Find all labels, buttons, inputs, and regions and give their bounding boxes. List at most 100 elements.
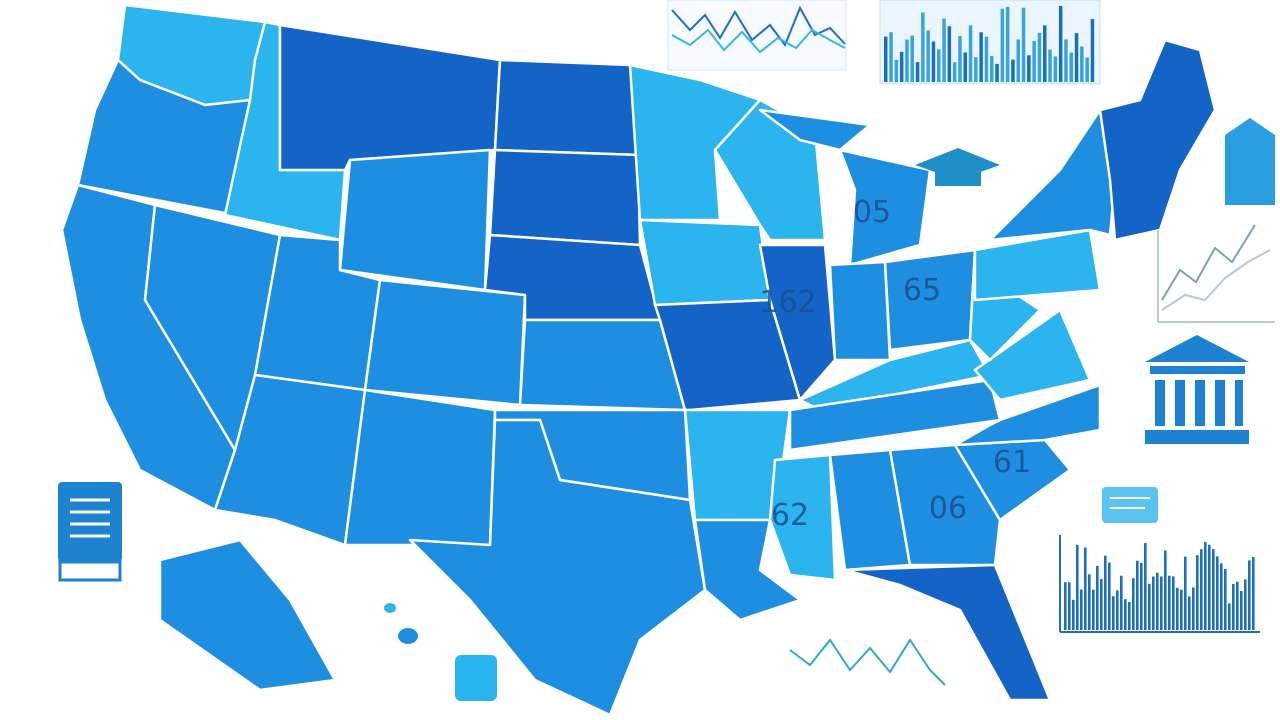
icon-bar <box>1208 544 1211 630</box>
state <box>758 243 837 402</box>
icon-bar <box>1016 39 1020 82</box>
icon-bar <box>942 18 946 83</box>
icon-bar <box>1144 542 1147 630</box>
state <box>843 563 1052 702</box>
icon-bar <box>1192 587 1195 630</box>
state <box>953 383 1102 447</box>
icon-bar <box>1064 582 1067 630</box>
chat-icon <box>1102 487 1158 523</box>
icon-bar <box>1120 575 1123 630</box>
state <box>768 453 837 582</box>
state <box>493 58 640 157</box>
icon-bar <box>1090 19 1095 82</box>
icon-bar <box>894 59 899 82</box>
icon-bar <box>1037 32 1042 82</box>
icon-bar <box>1240 591 1243 630</box>
icon-bar <box>1080 589 1083 630</box>
state <box>343 388 497 547</box>
state <box>973 308 1092 402</box>
icon-bar <box>1064 39 1068 82</box>
icon-bar <box>1053 56 1058 82</box>
icon-bar <box>974 57 978 82</box>
icon-bar <box>979 32 983 82</box>
state-label: 05 <box>853 195 891 230</box>
icon-bar <box>1156 572 1159 630</box>
icon-bar <box>1048 49 1052 82</box>
icon-bar <box>1200 549 1203 630</box>
icon-bar <box>1085 57 1089 82</box>
icon-bar <box>937 49 941 82</box>
icon-bar <box>1074 33 1079 82</box>
icon-bar <box>1148 583 1151 630</box>
icon-bar <box>1228 603 1231 630</box>
bank-icon <box>1145 335 1249 444</box>
state <box>1098 38 1217 242</box>
icon-bar <box>910 35 914 82</box>
icon-bar <box>1224 568 1227 630</box>
icon-bar <box>1160 576 1163 630</box>
icon-bar <box>968 25 973 82</box>
state-label: 61 <box>993 445 1031 480</box>
icon-bar <box>1248 560 1251 630</box>
icon-bar <box>984 36 989 82</box>
icon-bar <box>1084 547 1087 630</box>
state-label: 65 <box>903 273 941 308</box>
icon-bar <box>1128 601 1131 630</box>
icon-bar <box>1032 41 1036 82</box>
icon-bar <box>1152 576 1155 630</box>
state <box>488 148 642 247</box>
us-map <box>60 3 1217 717</box>
bar-chart-icon <box>1059 535 1260 633</box>
icon-bar <box>921 12 925 83</box>
icon-bar <box>926 30 930 82</box>
state-label: 162 <box>759 285 816 320</box>
icon-bar <box>1136 560 1139 630</box>
state-label: 06 <box>929 491 967 526</box>
icon-bar <box>1068 582 1071 630</box>
icon-bar <box>1088 574 1091 630</box>
icon-bar <box>1188 596 1191 630</box>
state <box>158 538 337 692</box>
icon-bar <box>905 39 909 82</box>
icon-bar <box>1140 562 1143 630</box>
icon-bar <box>1164 550 1167 630</box>
icon-bar <box>1204 542 1207 630</box>
icon-bar <box>884 36 888 82</box>
icon-bar <box>1092 589 1095 630</box>
icon-bar <box>1072 599 1075 630</box>
small-icon <box>455 655 497 701</box>
icon-bar <box>1124 599 1127 630</box>
icon-bar <box>1027 55 1031 82</box>
icon-bar <box>889 32 893 82</box>
state <box>638 218 772 307</box>
icon-bar <box>1180 589 1183 630</box>
graduation-cap-icon <box>915 148 1000 186</box>
state <box>828 260 892 362</box>
icon-bar <box>1005 6 1010 82</box>
line-chart-icon <box>667 0 847 71</box>
icon-bar <box>1116 590 1119 630</box>
trend-chart-icon <box>1157 224 1275 323</box>
icon-bar <box>931 41 936 82</box>
icon-bar <box>1132 578 1135 630</box>
icon-bar <box>1096 565 1099 630</box>
icon-bar <box>1172 576 1175 630</box>
icon-bar <box>1076 544 1079 630</box>
icon-bar <box>1212 549 1215 630</box>
island <box>384 603 396 613</box>
icon-bar <box>1108 562 1111 630</box>
icon-bar <box>1168 575 1171 630</box>
icon-bar <box>952 62 957 82</box>
icon-bar <box>1000 8 1005 83</box>
icon-bar <box>995 63 999 82</box>
icon-bar <box>1184 556 1187 630</box>
icon-bar <box>1021 7 1026 82</box>
icon-bar <box>1100 578 1103 630</box>
icon-bar <box>1244 579 1247 630</box>
icon-bar <box>1252 557 1255 630</box>
state <box>338 148 492 292</box>
icon-bar <box>1043 25 1047 82</box>
icon-bar <box>1011 59 1015 82</box>
document-icon <box>58 482 122 582</box>
